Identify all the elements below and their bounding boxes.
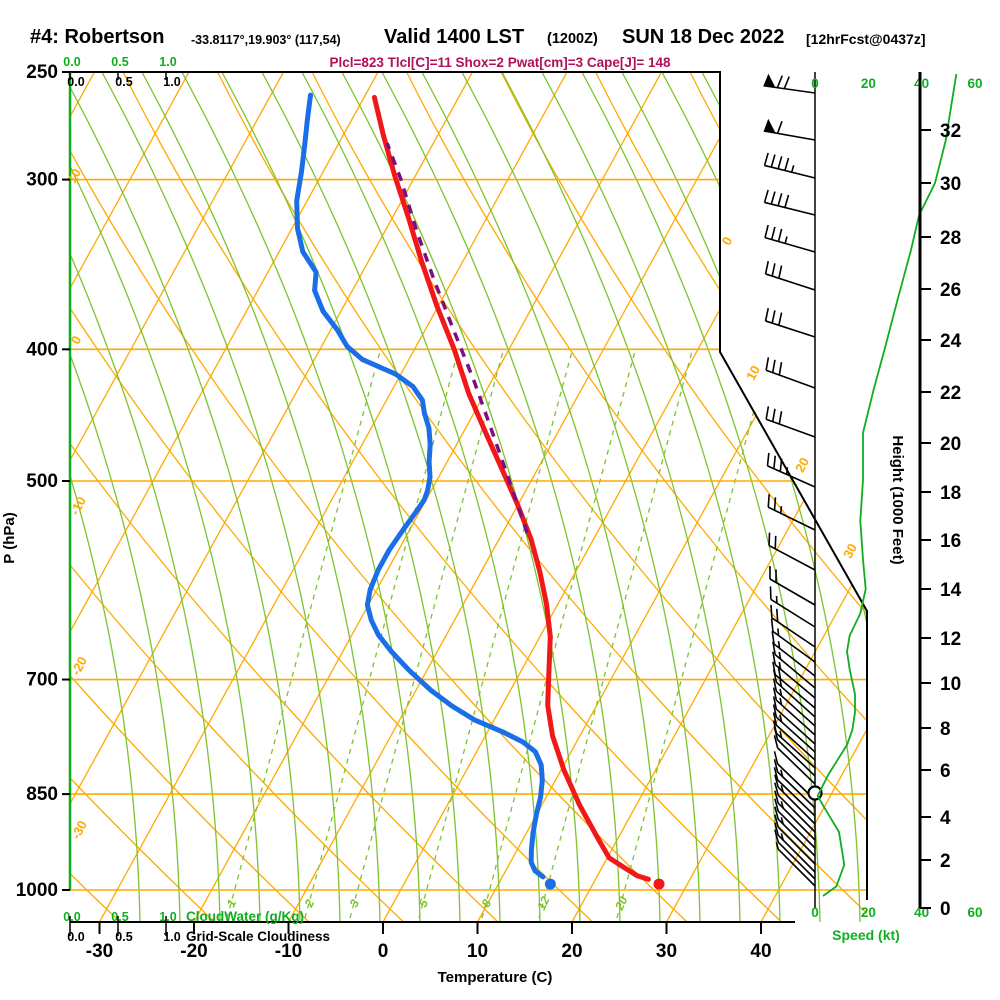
height-tick-label: 28 (940, 228, 961, 249)
pressure-tick-label: 1000 (16, 880, 58, 901)
cloudwater-scale-top: 0.5 (111, 55, 128, 69)
temperature-tick-label: 40 (750, 941, 771, 962)
speed-tick-top: 0 (811, 76, 819, 91)
pressure-tick-label: 250 (26, 62, 58, 83)
station-title: #4: Robertson (30, 26, 165, 48)
speed-tick-bottom: 60 (968, 905, 983, 920)
cloudiness-scale-top: 0.5 (115, 75, 132, 89)
isotherm-label-right: 30 (840, 541, 860, 561)
plot-border (70, 71, 868, 900)
cloud-scales: 0.0 0.0 0.0 0.0 0.5 0.5 0.5 0.5 1.0 1.0 1.0 1.0 Clou… (63, 55, 330, 944)
height-tick-label: 8 (940, 719, 951, 740)
height-tick-label: 26 (940, 280, 961, 301)
height-tick-label: 14 (940, 580, 962, 601)
height-tick-label: 6 (940, 761, 951, 782)
cloudiness-scale-top: 1.0 (163, 75, 180, 89)
cloudwater-scale-bottom: 1.0 (159, 910, 176, 924)
height-tick-label: 2 (940, 851, 951, 872)
valid-zulu: (1200Z) (547, 31, 598, 47)
pressure-axis-title: P (hPa) (1, 512, 18, 563)
height-tick-label: 18 (940, 483, 961, 504)
background-grid (70, 72, 867, 922)
cloudiness-scale-bottom: 1.0 (163, 930, 180, 944)
speed-tick-top: 20 (861, 76, 876, 91)
cloudiness-scale-top: 0.0 (67, 75, 84, 89)
cloudwater-scale-top: 1.0 (159, 55, 176, 69)
valid-date: SUN 18 Dec 2022 (622, 26, 785, 48)
height-tick-label: 0 (940, 899, 951, 920)
isotherm-label-left: -20 (68, 654, 90, 678)
mixing-ratio-label: 20 (612, 894, 631, 913)
speed-tick-bottom: 0 (811, 905, 819, 920)
valid-time: Valid 1400 LST (384, 26, 525, 48)
height-tick-label: 32 (940, 121, 961, 142)
speed-tick-top: 60 (968, 76, 983, 91)
temperature-tick-label: 10 (467, 941, 488, 962)
isotherm-label-right: 20 (792, 455, 812, 475)
isotherm-label-left: -30 (68, 818, 90, 842)
cloudiness-axis-title: Grid-Scale Cloudiness (186, 929, 330, 944)
mixing-ratio-label: 12 (534, 894, 552, 912)
height-tick-label: 4 (940, 808, 951, 829)
parcel-params: Plcl=823 Tlcl[C]=11 Shox=2 Pwat[cm]=3 Ca… (329, 55, 671, 70)
pressure-lines (70, 178, 867, 891)
sounding-curves (294, 92, 651, 882)
isotherm-label-left: 10 (64, 166, 84, 186)
height-tick-label: 10 (940, 674, 961, 695)
pressure-tick-label: 850 (26, 784, 58, 805)
isotherm-label-right: 10 (743, 363, 763, 383)
cloudwater-scale-top: 0.0 (63, 55, 80, 69)
surface-dewpoint-dot (544, 878, 556, 890)
height-tick-label: 22 (940, 383, 961, 404)
speed-tick-top: 40 (914, 76, 929, 91)
height-tick-label: 16 (940, 531, 961, 552)
height-tick-label: 12 (940, 629, 961, 650)
pressure-tick-label: 400 (26, 339, 58, 360)
pressure-axis: 250 300 400 500 700 850 1000 P (hPa) (1, 62, 70, 901)
wind-speed-curve (816, 73, 958, 897)
dewpoint-curve (294, 92, 546, 880)
mixing-ratio-label: 5 (416, 897, 432, 909)
pressure-tick-label: 300 (26, 170, 58, 191)
mixing-ratio-labels: 1 2 3 5 8 12 20 (224, 894, 631, 913)
pressure-tick-label: 500 (26, 471, 58, 492)
parcel-path (385, 142, 529, 534)
height-axis-title: Height (1000 Feet) (889, 435, 906, 564)
cloudwater-scale-bottom: 0.0 (63, 910, 80, 924)
temperature-tick-label: 30 (656, 941, 677, 962)
temperature-axis-title: Temperature (C) (438, 969, 553, 986)
height-tick-label: 24 (940, 331, 962, 352)
temperature-tick-label: -30 (86, 941, 113, 962)
mixing-ratio-label: 8 (479, 897, 495, 909)
cloudiness-scale-bottom: 0.5 (115, 930, 132, 944)
cloudwater-scale-bottom: 0.5 (111, 910, 128, 924)
temperature-curve (371, 94, 651, 882)
cloudwater-axis-title: CloudWater (g/Kg) (186, 909, 304, 924)
temperature-axis: -30 -20 -10 0 10 20 30 40 Temperature (C) (70, 921, 795, 986)
mixing-ratio-label: 3 (347, 897, 363, 909)
temperature-tick-label: -10 (275, 941, 302, 962)
isotherm-label-right: 0 (719, 234, 736, 247)
surface-temp-dot (653, 878, 665, 890)
temperature-tick-label: 20 (561, 941, 582, 962)
speed-axis-title: Speed (kt) (832, 927, 900, 943)
temperature-tick-label: 0 (378, 941, 389, 962)
height-tick-label: 30 (940, 174, 961, 195)
pressure-tick-label: 700 (26, 670, 58, 691)
mixing-ratio-label: 1 (224, 897, 240, 909)
temperature-tick-label: -20 (180, 941, 207, 962)
station-coords: -33.8117°,19.903° (117,54) (191, 33, 341, 47)
cloudiness-scale-bottom: 0.0 (67, 930, 84, 944)
wind-barbs (763, 72, 823, 908)
height-tick-label: 20 (940, 434, 961, 455)
speed-tick-bottom: 20 (861, 905, 876, 920)
forecast-tag: [12hrFcst@0437z] (806, 31, 926, 47)
